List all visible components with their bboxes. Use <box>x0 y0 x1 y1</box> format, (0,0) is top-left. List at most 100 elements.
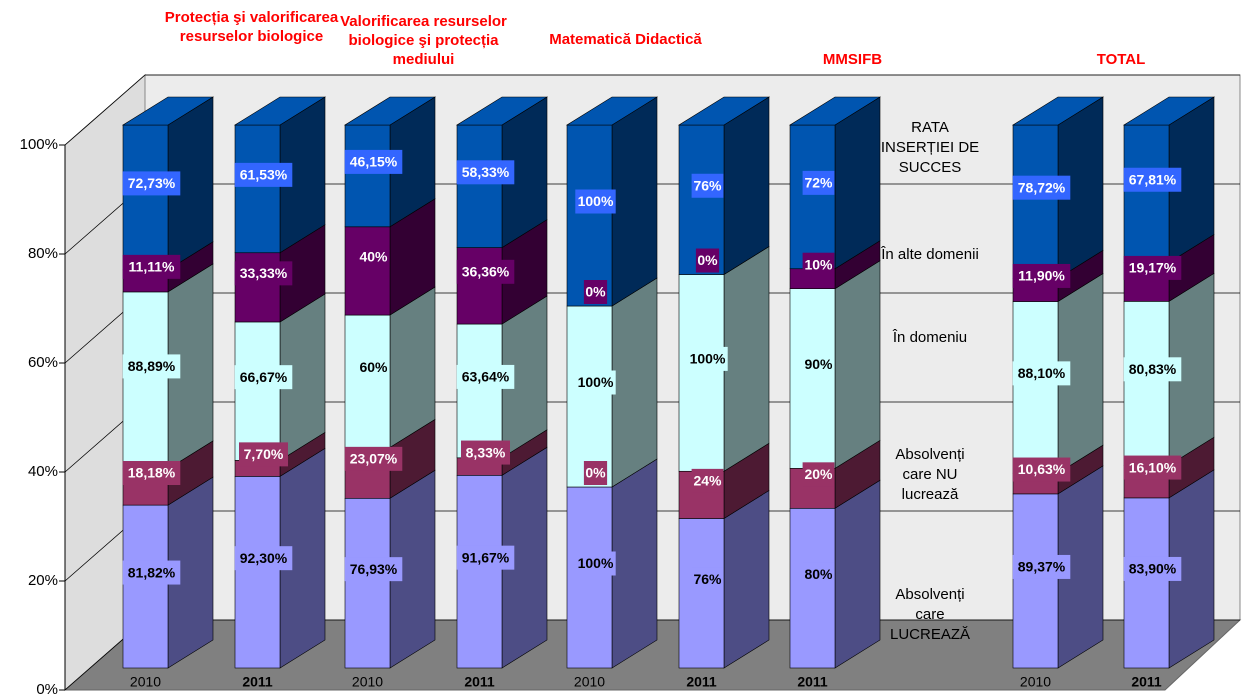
data-label-box <box>456 259 515 284</box>
bar <box>456 475 503 669</box>
data-label: 7,70% <box>244 446 284 462</box>
data-label: 80% <box>804 566 833 582</box>
data-label: 89,37% <box>1018 559 1066 575</box>
group-label: Matematică Didactică <box>549 31 702 48</box>
x-tick-label: 2011 <box>1131 674 1162 690</box>
x-tick-label: 2011 <box>686 674 717 690</box>
bar <box>122 504 169 669</box>
bar-side <box>723 96 770 276</box>
data-label-box <box>802 252 835 277</box>
data-label-box <box>1123 357 1182 382</box>
data-label-box <box>456 364 515 389</box>
bar-side <box>834 96 881 270</box>
bar <box>234 124 281 254</box>
bar <box>122 124 169 271</box>
data-label: 72,73% <box>128 175 176 191</box>
data-label: 10,63% <box>1018 461 1066 477</box>
data-label: 24% <box>693 473 722 489</box>
data-label-box <box>234 365 293 390</box>
bar-side <box>611 277 658 488</box>
legend-label: În domeniu <box>892 329 968 346</box>
data-label: 58,33% <box>462 164 510 180</box>
bar <box>789 124 836 270</box>
x-tick-label: 2010 <box>352 674 383 690</box>
legend-label: RATA INSERȚIEI DE SUCCES <box>880 119 980 176</box>
data-label: 81,82% <box>128 564 176 580</box>
bar <box>678 274 725 472</box>
bar <box>1012 301 1059 474</box>
data-label: 72% <box>804 175 833 191</box>
data-label-box <box>234 546 293 571</box>
group-label: Valorificarea resurselor biologice şi pr… <box>340 13 507 68</box>
data-label-box <box>1012 361 1071 386</box>
data-label-box <box>583 461 608 485</box>
data-label: 67,81% <box>1129 171 1177 187</box>
data-label: 46,15% <box>350 154 398 170</box>
data-label-box <box>583 280 608 304</box>
data-label-box <box>1012 263 1071 288</box>
x-tick-label: 2011 <box>464 674 495 690</box>
data-label: 20% <box>804 466 833 482</box>
data-label-box <box>122 354 181 379</box>
bar-top <box>233 96 327 126</box>
data-label-box <box>122 171 181 196</box>
bar-top <box>1011 96 1105 126</box>
data-label: 61,53% <box>240 167 288 183</box>
data-label-box <box>802 352 835 377</box>
legend-label: Absolvenți care NU lucrează <box>895 446 965 503</box>
data-label: 19,17% <box>1129 260 1177 276</box>
data-label-box <box>691 567 724 592</box>
y-tick-label: 80% <box>28 245 58 262</box>
bar <box>456 124 503 248</box>
data-label: 36,36% <box>462 264 510 280</box>
data-label-box <box>456 545 515 570</box>
bar-top <box>677 96 771 126</box>
bar <box>344 314 391 448</box>
data-label: 90% <box>804 356 833 372</box>
data-label-box <box>344 446 403 471</box>
legend-label: Absolvenți care LUCREAZĂ <box>889 586 971 643</box>
grid-line <box>64 74 146 146</box>
bar <box>678 518 725 669</box>
data-label: 0% <box>697 252 718 268</box>
bar <box>344 497 391 669</box>
y-tick-label: 60% <box>28 354 58 371</box>
bar <box>1123 124 1170 263</box>
data-label: 16,10% <box>1129 459 1177 475</box>
x-tick-label: 2010 <box>1020 674 1051 690</box>
bar-top <box>565 96 659 126</box>
data-label: 76% <box>693 177 722 193</box>
bar <box>122 291 169 470</box>
data-label: 76,93% <box>350 561 398 577</box>
data-label: 100% <box>578 193 614 209</box>
group-label: Protecția şi valorificarea resurselor bi… <box>164 9 339 45</box>
data-label-box <box>456 160 515 185</box>
data-label: 88,10% <box>1018 365 1066 381</box>
data-label: 0% <box>585 465 606 481</box>
bar <box>1123 497 1170 669</box>
data-label: 76% <box>693 571 722 587</box>
bar-top <box>343 96 437 126</box>
data-label-box <box>239 442 288 467</box>
bar <box>456 323 503 459</box>
data-label-box <box>234 162 293 187</box>
data-label-box <box>802 462 835 487</box>
x-tick-label: 2011 <box>242 674 273 690</box>
data-label-box <box>691 173 724 198</box>
data-label-box <box>687 346 728 371</box>
bar-side <box>723 489 770 669</box>
data-label: 83,90% <box>1129 561 1177 577</box>
y-tick-label: 40% <box>28 463 58 480</box>
bar-top <box>1122 96 1216 126</box>
y-tick-label: 0% <box>36 681 58 695</box>
data-label-box <box>344 149 403 174</box>
x-tick-label: 2010 <box>130 674 161 690</box>
x-tick-label: 2010 <box>574 674 605 690</box>
data-label-box <box>1012 175 1071 200</box>
data-label: 60% <box>359 359 388 375</box>
bar <box>234 321 281 461</box>
bar <box>234 476 281 669</box>
bar-top <box>121 96 215 126</box>
data-label: 91,67% <box>462 549 510 565</box>
